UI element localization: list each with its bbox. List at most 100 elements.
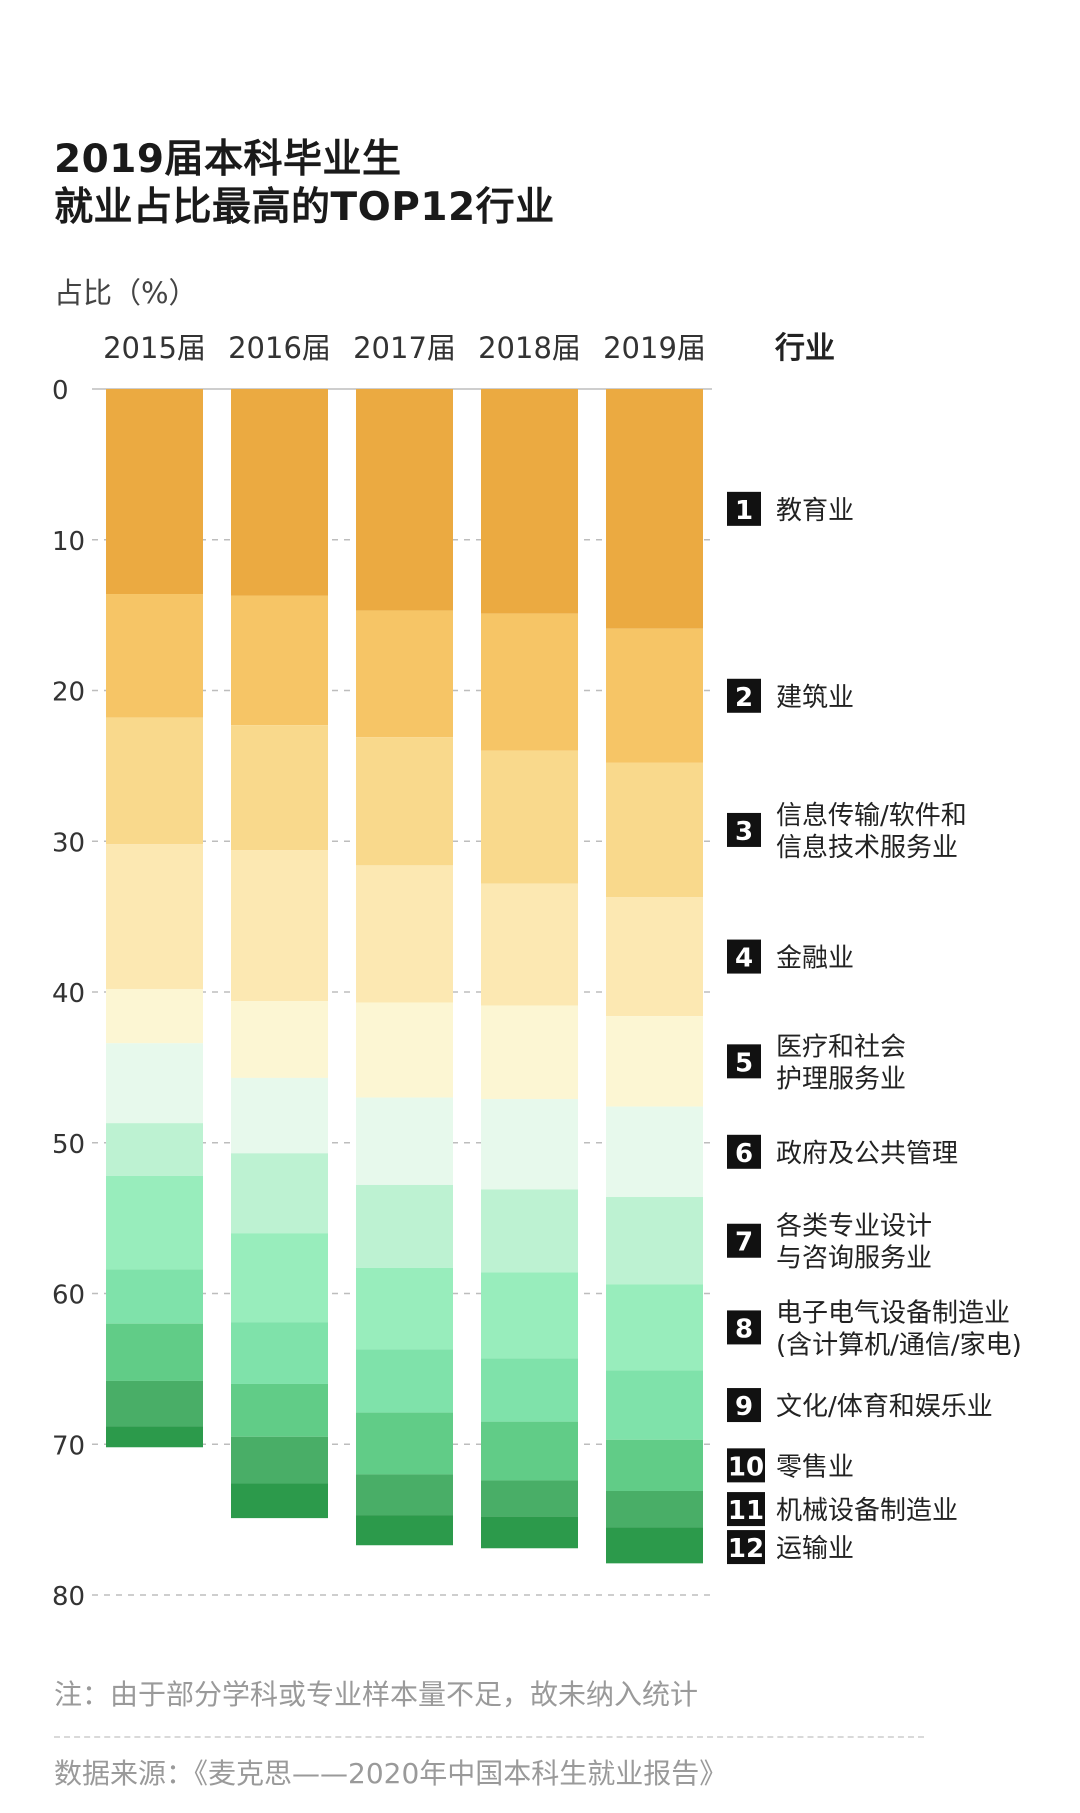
legend-rank-number: 4 bbox=[735, 944, 753, 974]
legend-label: 各类专业设计 bbox=[776, 1212, 932, 1242]
bar-segment bbox=[231, 1153, 328, 1234]
y-tick-label: 80 bbox=[52, 1582, 85, 1612]
y-tick-label: 0 bbox=[52, 376, 69, 406]
bar-segment bbox=[606, 1106, 703, 1198]
bar-segment bbox=[481, 1516, 578, 1549]
legend-label: 机械设备制造业 bbox=[776, 1496, 958, 1526]
bar-segment bbox=[106, 389, 203, 595]
data-source: 数据来源：《麦克思——2020年中国本科生就业报告》 bbox=[54, 1757, 728, 1790]
bar-segment bbox=[231, 1436, 328, 1484]
chart-title: 2019届本科毕业生 就业占比最高的TOP12行业 bbox=[54, 136, 555, 232]
legend-rank-badge bbox=[727, 1134, 761, 1169]
bar-segment bbox=[356, 1184, 453, 1268]
bar-segment bbox=[356, 1349, 453, 1413]
bar-segment bbox=[231, 1077, 328, 1154]
legend-rank-badge bbox=[727, 1223, 761, 1258]
legend-rank-number: 9 bbox=[735, 1392, 753, 1422]
bar-segment bbox=[106, 1426, 203, 1448]
legend-title: 行业 bbox=[774, 331, 835, 366]
legend-rank-number: 7 bbox=[735, 1228, 753, 1258]
bar-segment bbox=[481, 1480, 578, 1517]
bar-segment bbox=[606, 1197, 703, 1285]
legend-label: 运输业 bbox=[776, 1534, 854, 1564]
y-tick-label: 10 bbox=[52, 527, 85, 557]
bar-segment bbox=[606, 1370, 703, 1440]
legend-rank-badge bbox=[727, 1044, 761, 1079]
legend-label: 医疗和社会 bbox=[776, 1032, 906, 1062]
bar-segment bbox=[231, 389, 328, 596]
legend-rank-badge bbox=[727, 491, 761, 526]
bar-segment bbox=[106, 1269, 203, 1324]
bar-segment bbox=[231, 1483, 328, 1519]
bar-segment bbox=[606, 1284, 703, 1371]
legend-label: 护理服务业 bbox=[776, 1064, 906, 1094]
bar-segment bbox=[606, 1490, 703, 1528]
bar-segment bbox=[231, 1001, 328, 1078]
legend-rank-badge bbox=[727, 1310, 761, 1345]
x-category-label: 2016届 bbox=[228, 331, 331, 365]
bar-segment bbox=[481, 1421, 578, 1481]
bar-segment bbox=[606, 897, 703, 1017]
bar-segment bbox=[356, 1515, 453, 1546]
bar-segment bbox=[106, 1043, 203, 1124]
x-category-label: 2017届 bbox=[353, 331, 456, 365]
legend-label: 教育业 bbox=[776, 496, 854, 526]
bar-segment bbox=[481, 1005, 578, 1100]
legend-rank-badge bbox=[727, 1530, 765, 1565]
chart-title-line2: 就业占比最高的TOP12行业 bbox=[54, 185, 555, 230]
bar-segment bbox=[231, 850, 328, 1002]
legend-rank-badge bbox=[727, 812, 761, 847]
bar-segment bbox=[481, 1358, 578, 1422]
legend-rank-number: 1 bbox=[735, 496, 753, 526]
legend-label: 政府及公共管理 bbox=[776, 1139, 958, 1169]
bar-segment bbox=[606, 389, 703, 629]
bar-segment bbox=[606, 762, 703, 898]
legend-rank-number: 5 bbox=[735, 1048, 753, 1078]
legend-label: 信息技术服务业 bbox=[776, 833, 958, 863]
legend-rank-badge bbox=[727, 1388, 761, 1423]
legend-label: 与咨询服务业 bbox=[776, 1244, 932, 1274]
bar-segment bbox=[356, 1002, 453, 1098]
bar-segment bbox=[481, 883, 578, 1006]
bar-segment bbox=[106, 717, 203, 845]
bar-segment bbox=[481, 1099, 578, 1190]
bar-segment bbox=[481, 613, 578, 751]
legend-label: 文化/体育和娱乐业 bbox=[776, 1392, 993, 1422]
legend-label: 金融业 bbox=[776, 944, 854, 974]
bar-segment bbox=[106, 1323, 203, 1381]
y-tick-label: 50 bbox=[52, 1130, 85, 1160]
legend-rank-number: 3 bbox=[735, 817, 753, 847]
bar-segment bbox=[606, 1439, 703, 1491]
bar-segment bbox=[231, 725, 328, 851]
bar-segment bbox=[106, 844, 203, 989]
y-tick-label: 40 bbox=[52, 979, 85, 1009]
y-tick-label: 30 bbox=[52, 828, 85, 858]
divider bbox=[54, 1736, 924, 1738]
x-category-label: 2019届 bbox=[603, 331, 706, 365]
bar-segment bbox=[231, 1322, 328, 1384]
x-category-label: 2018届 bbox=[478, 331, 581, 365]
legend-rank-badge bbox=[727, 678, 761, 713]
stacked-bar-chart: 0 10 20 30 40 50 60 70 80 2015届 2016届 2017届 2018届 201… bbox=[52, 331, 1022, 1612]
legend-rank-badge bbox=[727, 939, 761, 974]
y-tick-label: 70 bbox=[52, 1431, 85, 1461]
y-tick-label: 60 bbox=[52, 1281, 85, 1311]
bar-segment bbox=[606, 628, 703, 763]
bar-segment bbox=[356, 389, 453, 611]
bar-segment bbox=[606, 1527, 703, 1564]
y-tick-label: 20 bbox=[52, 678, 85, 708]
chart-title-line1: 2019届本科毕业生 bbox=[54, 137, 402, 182]
bar-segment bbox=[231, 1383, 328, 1437]
legend-rank-number: 12 bbox=[728, 1534, 764, 1564]
bar-segment bbox=[356, 1097, 453, 1185]
bar-segment bbox=[481, 750, 578, 884]
bar-segment bbox=[356, 1474, 453, 1516]
bar-segment bbox=[106, 988, 203, 1044]
legend-rank-badge bbox=[727, 1492, 765, 1527]
legend-rank-number: 10 bbox=[728, 1452, 764, 1482]
legend-label: 电子电气设备制造业 bbox=[776, 1298, 1010, 1328]
y-axis-label: 占比（%） bbox=[54, 276, 198, 310]
bar-segment bbox=[106, 1380, 203, 1427]
legend-label: 零售业 bbox=[776, 1452, 854, 1482]
bar-segment bbox=[231, 595, 328, 726]
